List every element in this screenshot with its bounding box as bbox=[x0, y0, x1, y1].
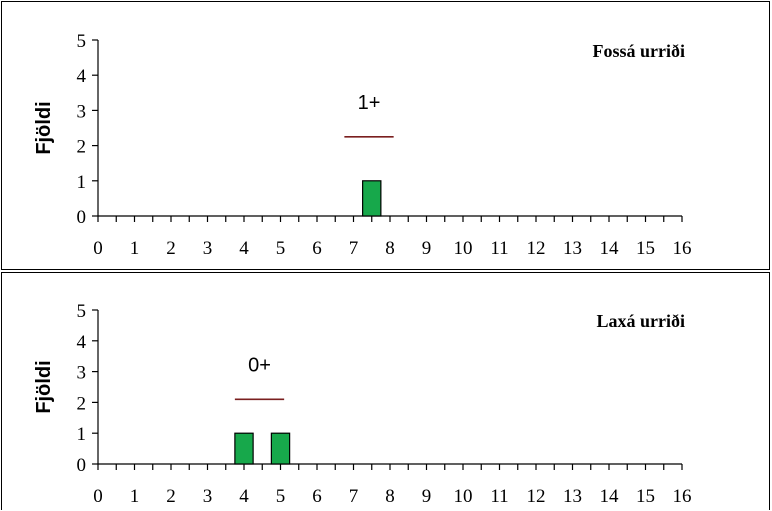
x-tick-label: 5 bbox=[276, 238, 286, 259]
x-tick-label: 0 bbox=[93, 486, 103, 507]
x-tick-label: 2 bbox=[166, 486, 176, 507]
x-tick-label: 11 bbox=[490, 238, 508, 259]
y-tick-label: 1 bbox=[77, 424, 87, 445]
y-tick-label: 4 bbox=[77, 66, 87, 87]
y-tick-label: 3 bbox=[77, 363, 87, 384]
y-tick-label: 4 bbox=[77, 332, 87, 353]
x-tick-label: 8 bbox=[385, 486, 395, 507]
x-tick-label: 13 bbox=[563, 486, 582, 507]
x-tick-label: 16 bbox=[673, 486, 692, 507]
y-tick-label: 2 bbox=[77, 393, 87, 414]
x-tick-label: 7 bbox=[349, 238, 359, 259]
x-tick-label: 15 bbox=[636, 238, 655, 259]
y-tick-label: 5 bbox=[77, 301, 87, 322]
y-tick-label: 0 bbox=[77, 207, 87, 228]
y-tick-label: 2 bbox=[77, 137, 87, 158]
x-tick-label: 3 bbox=[203, 238, 213, 259]
y-tick-label: 0 bbox=[77, 455, 87, 476]
x-tick-label: 7 bbox=[349, 486, 359, 507]
x-tick-label: 9 bbox=[422, 486, 432, 507]
x-tick-label: 9 bbox=[422, 238, 432, 259]
x-tick-label: 10 bbox=[454, 238, 473, 259]
age-group-label: 0+ bbox=[248, 354, 271, 376]
y-axis-label: Fjöldi bbox=[33, 101, 55, 154]
x-tick-label: 3 bbox=[203, 486, 213, 507]
x-tick-label: 6 bbox=[312, 486, 322, 507]
bar bbox=[234, 432, 254, 465]
bar bbox=[270, 432, 291, 465]
x-tick-label: 14 bbox=[600, 238, 620, 259]
x-tick-label: 1 bbox=[130, 238, 140, 259]
y-tick-label: 3 bbox=[77, 101, 87, 122]
x-tick-label: 10 bbox=[454, 486, 473, 507]
x-tick-label: 1 bbox=[130, 486, 140, 507]
x-tick-label: 4 bbox=[239, 238, 249, 259]
x-tick-label: 0 bbox=[93, 238, 103, 259]
x-tick-label: 12 bbox=[527, 238, 546, 259]
x-tick-label: 13 bbox=[563, 238, 582, 259]
chart-title: Laxá urriði bbox=[597, 311, 686, 331]
x-tick-label: 16 bbox=[673, 238, 692, 259]
y-axis-label: Fjöldi bbox=[33, 360, 55, 413]
chart-panel-laxa: 0 1 2 3 4 5 0 1 2 3 4 5 6 7 8 9 10 11 12 13 14 15 16 0+ Laxá urr… bbox=[1, 272, 770, 510]
age-group-label: 1+ bbox=[358, 92, 381, 114]
x-tick-label: 5 bbox=[276, 486, 286, 507]
x-tick-label: 14 bbox=[600, 486, 620, 507]
chart-title: Fossá urriði bbox=[593, 41, 686, 61]
x-tick-label: 4 bbox=[239, 486, 249, 507]
chart-panel-fossa: 0 1 2 3 4 5 0 1 2 3 4 5 6 7 8 9 10 11 12 13 14 15 16 1+ Fossá ur… bbox=[1, 1, 770, 270]
x-tick-label: 8 bbox=[385, 238, 395, 259]
x-tick-label: 6 bbox=[312, 238, 322, 259]
bar bbox=[362, 180, 382, 217]
y-tick-label: 1 bbox=[77, 172, 87, 193]
x-tick-label: 11 bbox=[490, 486, 508, 507]
x-tick-label: 12 bbox=[527, 486, 546, 507]
x-tick-label: 2 bbox=[166, 238, 176, 259]
y-tick-label: 5 bbox=[77, 31, 87, 52]
x-tick-label: 15 bbox=[636, 486, 655, 507]
